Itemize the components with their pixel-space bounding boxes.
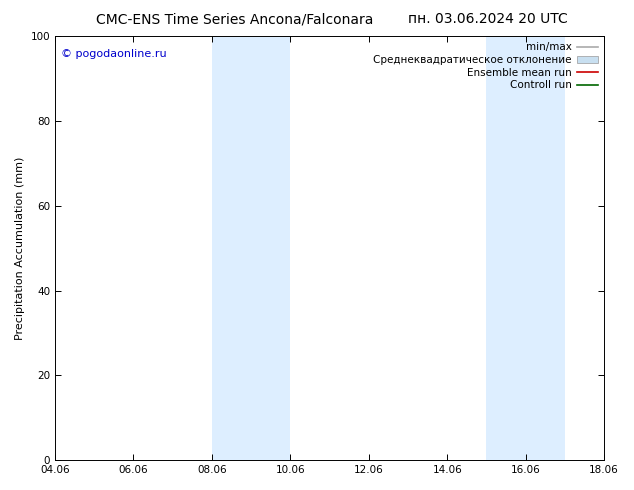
- Text: © pogodaonline.ru: © pogodaonline.ru: [60, 49, 166, 59]
- Bar: [212, 36, 290, 460]
- Legend: min/max, Среднеквадратическое отклонение, Ensemble mean run, Controll run: min/max, Среднеквадратическое отклонение…: [369, 38, 602, 95]
- Text: пн. 03.06.2024 20 UTC: пн. 03.06.2024 20 UTC: [408, 12, 568, 26]
- Bar: [486, 36, 565, 460]
- Text: CMC-ENS Time Series Ancona/Falconara: CMC-ENS Time Series Ancona/Falconara: [96, 12, 373, 26]
- Y-axis label: Precipitation Accumulation (mm): Precipitation Accumulation (mm): [15, 156, 25, 340]
